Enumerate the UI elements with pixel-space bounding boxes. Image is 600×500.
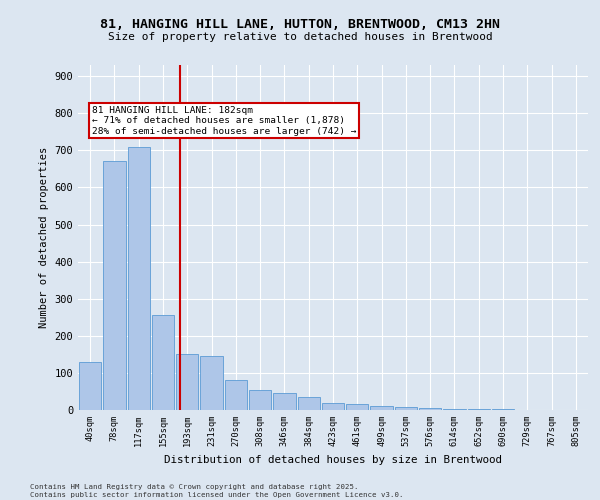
Text: 81, HANGING HILL LANE, HUTTON, BRENTWOOD, CM13 2HN: 81, HANGING HILL LANE, HUTTON, BRENTWOOD… — [100, 18, 500, 30]
Bar — [346, 404, 368, 410]
Bar — [128, 146, 150, 410]
Bar — [419, 408, 442, 410]
Bar — [273, 394, 296, 410]
Bar — [443, 409, 466, 410]
Bar — [200, 356, 223, 410]
Text: 81 HANGING HILL LANE: 182sqm
← 71% of detached houses are smaller (1,878)
28% of: 81 HANGING HILL LANE: 182sqm ← 71% of de… — [92, 106, 356, 136]
Bar — [370, 406, 393, 410]
Bar — [322, 402, 344, 410]
Y-axis label: Number of detached properties: Number of detached properties — [39, 147, 49, 328]
Bar — [298, 397, 320, 410]
Text: Contains HM Land Registry data © Crown copyright and database right 2025.
Contai: Contains HM Land Registry data © Crown c… — [30, 484, 404, 498]
Text: Size of property relative to detached houses in Brentwood: Size of property relative to detached ho… — [107, 32, 493, 42]
Bar — [395, 407, 417, 410]
Bar — [176, 354, 199, 410]
Bar — [79, 362, 101, 410]
Bar — [249, 390, 271, 410]
Bar — [224, 380, 247, 410]
Bar — [152, 316, 174, 410]
Bar — [103, 162, 125, 410]
X-axis label: Distribution of detached houses by size in Brentwood: Distribution of detached houses by size … — [164, 454, 502, 464]
